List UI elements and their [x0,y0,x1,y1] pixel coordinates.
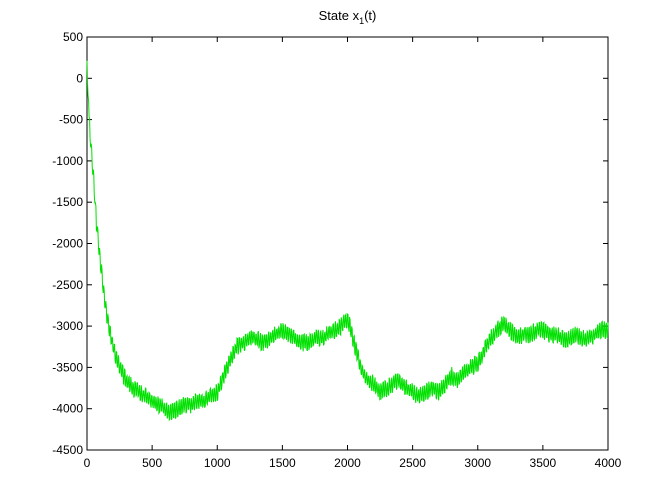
series-layer [86,60,609,422]
chart-title-main: State x [319,8,360,23]
plot-area-frame [86,36,609,451]
series-line-0 [86,60,609,422]
y-tick-label: -3000 [52,319,83,333]
x-tick-label: 500 [142,456,162,470]
y-tick-label: -3500 [52,360,83,374]
y-tick-label: -2500 [52,278,83,292]
x-tick-label: 1500 [269,456,296,470]
x-tick-label: 4000 [595,456,622,470]
x-tick-label: 2500 [399,456,426,470]
chart-title: State x1(t) [319,8,377,26]
chart-title-subscript: 1 [359,16,364,26]
chart-title-suffix: (t) [364,8,376,23]
x-tick-label: 2000 [334,456,361,470]
y-tick-label: -4500 [52,443,83,457]
x-tick-label: 1000 [204,456,231,470]
y-tick-label: -2000 [52,237,83,251]
y-tick-label: -1000 [52,154,83,168]
y-tick-label: -500 [59,113,83,127]
y-tick-label: -1500 [52,195,83,209]
y-tick-label: 500 [63,30,83,44]
axis-ticks: 0 500 1000 1500 2000 2500 3000 3500 4000 500 0 -500… [52,30,621,470]
x-tick-label: 0 [84,456,91,470]
x-tick-label: 3000 [464,456,491,470]
y-tick-label: 0 [76,71,83,85]
x-tick-label: 3500 [530,456,557,470]
y-tick-label: -4000 [52,402,83,416]
